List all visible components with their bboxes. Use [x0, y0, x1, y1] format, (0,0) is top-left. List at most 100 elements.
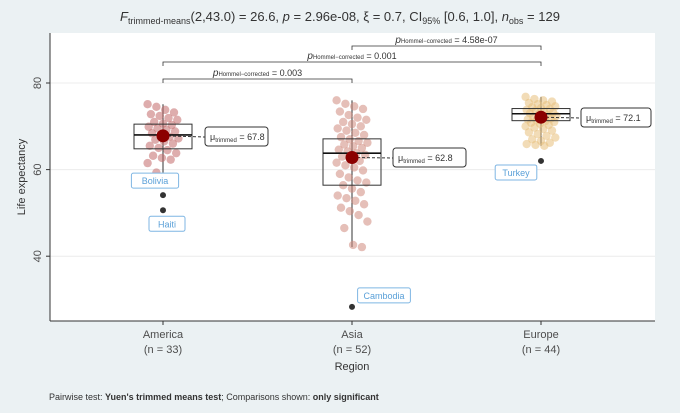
data-point	[356, 122, 365, 131]
data-point	[173, 115, 182, 125]
outlier-label: Bolivia	[142, 176, 169, 186]
data-point	[530, 123, 539, 132]
data-point	[344, 110, 353, 120]
outlier-label: Turkey	[502, 168, 530, 178]
data-point	[146, 109, 156, 119]
outlier-point	[349, 303, 355, 310]
data-point	[168, 139, 178, 148]
data-point	[172, 148, 181, 158]
outlier-label-box	[494, 164, 538, 181]
data-point	[351, 196, 360, 205]
pairwise-label: pHommel−corrected = 4.58e-07	[394, 35, 497, 46]
data-point	[353, 113, 362, 122]
group-europe: Turkey μtrimmed = 72.1	[494, 92, 652, 181]
x-tick-label: Europe	[523, 329, 558, 341]
data-point	[362, 115, 371, 125]
data-point	[350, 102, 359, 111]
data-point	[524, 128, 534, 137]
data-point	[357, 143, 367, 153]
x-tick-label: America	[143, 329, 184, 341]
data-point	[358, 166, 368, 175]
data-point	[335, 107, 345, 116]
data-point	[539, 124, 548, 134]
data-point	[154, 143, 163, 153]
outlier-label: Haiti	[158, 219, 176, 229]
data-point	[336, 132, 346, 142]
data-point	[348, 142, 358, 151]
y-tick-label: 80	[32, 77, 44, 89]
data-point	[170, 127, 180, 136]
data-point	[540, 141, 549, 150]
data-point	[152, 102, 161, 112]
chart-title: Ftrimmed-means(2,43.0) = 26.6, p = 2.96e…	[120, 9, 560, 26]
data-point	[350, 163, 359, 172]
mean-label: μtrimmed = 72.1	[586, 113, 641, 125]
x-tick-count: (n = 52)	[333, 344, 371, 356]
data-point	[359, 200, 369, 209]
x-tick-label: Asia	[341, 329, 363, 341]
data-point	[340, 223, 349, 233]
mean-label-box	[392, 147, 467, 168]
data-point	[157, 153, 167, 163]
outlier-point	[160, 192, 166, 199]
data-point	[334, 145, 343, 154]
mean-connector	[162, 135, 206, 138]
data-point	[164, 113, 173, 123]
pairwise-label: pHommel−corrected = 0.003	[212, 68, 302, 79]
data-point	[337, 152, 347, 161]
trimmed-mean-point	[534, 110, 548, 124]
data-point	[333, 124, 342, 133]
data-point	[167, 120, 176, 130]
box	[133, 123, 193, 150]
data-point	[533, 129, 542, 139]
mean-label-box	[204, 126, 269, 147]
data-point	[143, 158, 152, 168]
data-point	[335, 169, 345, 179]
data-point	[169, 108, 179, 117]
data-point	[347, 119, 357, 129]
mean-label: μtrimmed = 62.8	[398, 153, 453, 165]
mean-connector	[540, 116, 582, 119]
mean-label: μtrimmed = 67.8	[210, 132, 265, 144]
data-point	[341, 99, 350, 108]
data-point	[348, 240, 358, 250]
pairwise-label: pHommel−corrected = 0.001	[306, 51, 396, 62]
outlier-label-box	[148, 215, 186, 232]
mean-label-box	[580, 107, 652, 128]
data-point	[148, 151, 158, 160]
group-asia: Cambodia μtrimmed = 62.8	[322, 96, 467, 310]
data-point	[358, 104, 368, 114]
data-point	[332, 158, 341, 167]
data-point	[344, 173, 353, 182]
data-point	[347, 184, 357, 193]
box	[322, 138, 382, 186]
data-point	[339, 117, 348, 127]
data-point	[155, 111, 164, 121]
data-point	[547, 126, 557, 135]
data-point	[341, 161, 350, 170]
data-point	[356, 187, 365, 197]
data-point	[354, 210, 363, 220]
data-point	[161, 105, 170, 115]
data-point	[531, 140, 540, 150]
data-point	[542, 131, 551, 141]
data-point	[143, 100, 152, 109]
data-point	[357, 242, 367, 252]
trimmed-mean-point	[156, 129, 170, 143]
data-point	[163, 145, 172, 155]
data-point	[345, 206, 354, 216]
data-point	[342, 193, 351, 203]
trimmed-mean-point	[345, 150, 359, 164]
y-tick-label: 40	[32, 250, 44, 262]
x-axis-title: Region	[335, 361, 370, 373]
data-point	[333, 191, 342, 200]
data-point	[353, 176, 362, 185]
data-point	[342, 126, 351, 135]
data-point	[336, 203, 346, 212]
group-america: Bolivia Haiti μtrimmed = 67.8	[130, 100, 269, 232]
pairwise-bracket	[351, 45, 542, 50]
caption: Pairwise test: Yuen's trimmed means test…	[49, 392, 379, 402]
pairwise-bracket	[162, 78, 353, 83]
x-tick-count: (n = 44)	[522, 344, 560, 356]
